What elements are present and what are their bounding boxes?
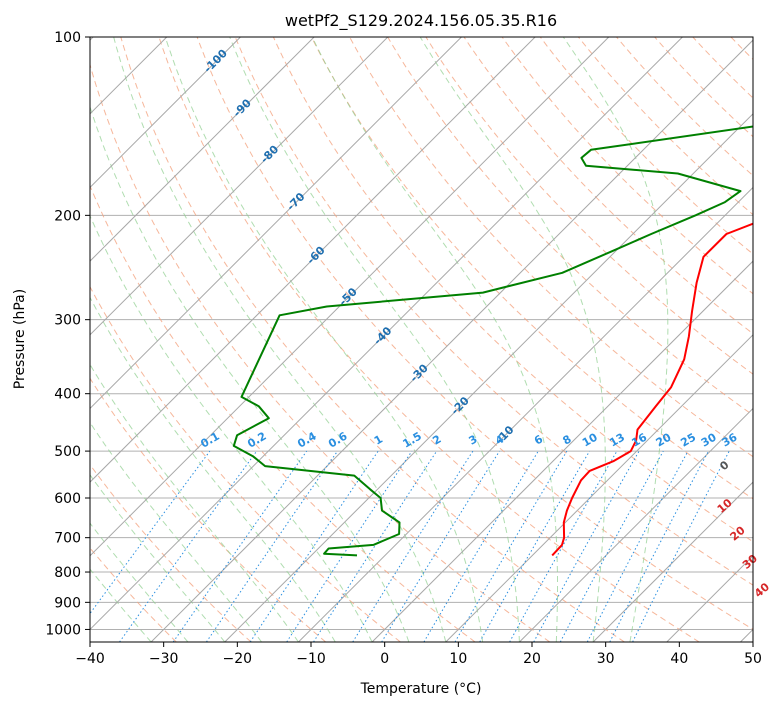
plot-background <box>90 37 753 642</box>
x-tick-label: −30 <box>149 651 179 667</box>
moist-adiabat <box>90 522 189 642</box>
dry-adiabat <box>196 37 753 630</box>
mixing-ratio-line <box>509 450 618 642</box>
mixing-ratio-line <box>172 450 308 642</box>
mixing-ratio-line <box>313 450 438 642</box>
moist-adiabat <box>90 296 336 642</box>
dewpoint-profile <box>232 125 753 557</box>
x-tick-label: −20 <box>223 651 253 667</box>
mixing-ratio-line <box>479 450 591 642</box>
plot-frame <box>89 36 754 643</box>
moist-adiabat <box>90 105 410 642</box>
x-tick-label: 10 <box>449 651 467 667</box>
dry-adiabat-label: 40 <box>752 580 772 600</box>
y-tick-label: 800 <box>54 565 81 581</box>
mixing-ratio-line <box>119 450 258 642</box>
dry-adiabat <box>90 463 252 642</box>
x-tick-label: 0 <box>380 651 389 667</box>
moist-adiabat <box>311 37 558 642</box>
dry-adiabat <box>501 37 753 295</box>
isotherm-line <box>150 39 753 642</box>
mixing-ratio-line <box>381 450 500 642</box>
isotherm-line <box>298 186 753 642</box>
isotherm-line <box>90 37 241 189</box>
mixing-ratio-line <box>90 450 211 615</box>
y-tick-label: 900 <box>54 595 81 611</box>
x-axis: −40 −30 −20 −10 0 10 20 30 40 50 <box>75 642 762 667</box>
y-tick-label: 700 <box>54 531 81 547</box>
moist-adiabat <box>90 214 373 642</box>
x-axis-label: Temperature (°C) <box>360 681 482 697</box>
isotherm-line <box>371 260 753 642</box>
moist-adiabat <box>113 37 447 642</box>
x-tick-label: −10 <box>296 651 326 667</box>
x-tick-label: 30 <box>597 651 615 667</box>
dry-adiabat <box>234 37 753 586</box>
temperature-profile <box>551 222 753 557</box>
isotherm-line <box>592 481 753 642</box>
y-tick-label: 400 <box>54 387 81 403</box>
x-tick-label: 40 <box>670 651 688 667</box>
dry-adiabat <box>90 62 551 642</box>
x-tick-label: −40 <box>75 651 105 667</box>
mixing-ratio-line <box>423 450 539 642</box>
mixing-ratio-line <box>352 450 474 642</box>
sounding-profiles <box>232 125 753 557</box>
isotherm-line <box>90 37 462 410</box>
y-tick-label: 1000 <box>45 622 81 638</box>
mixing-ratio-line <box>533 450 640 642</box>
y-tick-label: 200 <box>54 208 81 224</box>
dry-adiabat <box>311 37 753 500</box>
moist-adiabat <box>562 37 669 642</box>
mixing-ratio-line <box>559 450 664 642</box>
chart-title: wetPf2_S129.2024.156.05.35.R16 <box>285 11 557 31</box>
dry-adiabat <box>120 37 625 642</box>
isotherm-line <box>519 407 753 642</box>
mixing-ratio-line <box>205 450 338 642</box>
moist-adiabat <box>229 37 520 642</box>
x-tick-label: 20 <box>523 651 541 667</box>
y-tick-label: 300 <box>54 313 81 329</box>
isotherm-line <box>90 37 683 631</box>
isotherm-line <box>90 37 610 557</box>
y-tick-label: 600 <box>54 491 81 507</box>
dry-adiabat <box>90 285 401 642</box>
y-tick-label: 500 <box>54 444 81 460</box>
dry-adiabat <box>463 37 753 335</box>
isotherm-line <box>90 37 536 483</box>
moist-adiabat <box>90 421 262 642</box>
moist-adiabat <box>419 37 606 642</box>
mixing-ratio-line <box>454 450 568 642</box>
isotherm-line <box>445 334 753 642</box>
background-lines <box>90 37 775 642</box>
dry-adiabat <box>387 37 753 416</box>
dry-adiabat <box>769 37 775 642</box>
moist-adiabat <box>90 474 226 642</box>
isotherm-line <box>224 113 753 642</box>
dry-adiabat <box>616 37 753 177</box>
y-tick-label: 100 <box>54 30 81 46</box>
isotherm-line <box>90 37 389 336</box>
y-axis-label: Pressure (hPa) <box>12 289 28 389</box>
isotherm-line <box>90 37 315 262</box>
moist-adiabat <box>164 37 484 642</box>
x-tick-label: 50 <box>744 651 762 667</box>
y-axis: 100 200 300 400 500 600 700 800 900 1000 <box>45 30 90 638</box>
